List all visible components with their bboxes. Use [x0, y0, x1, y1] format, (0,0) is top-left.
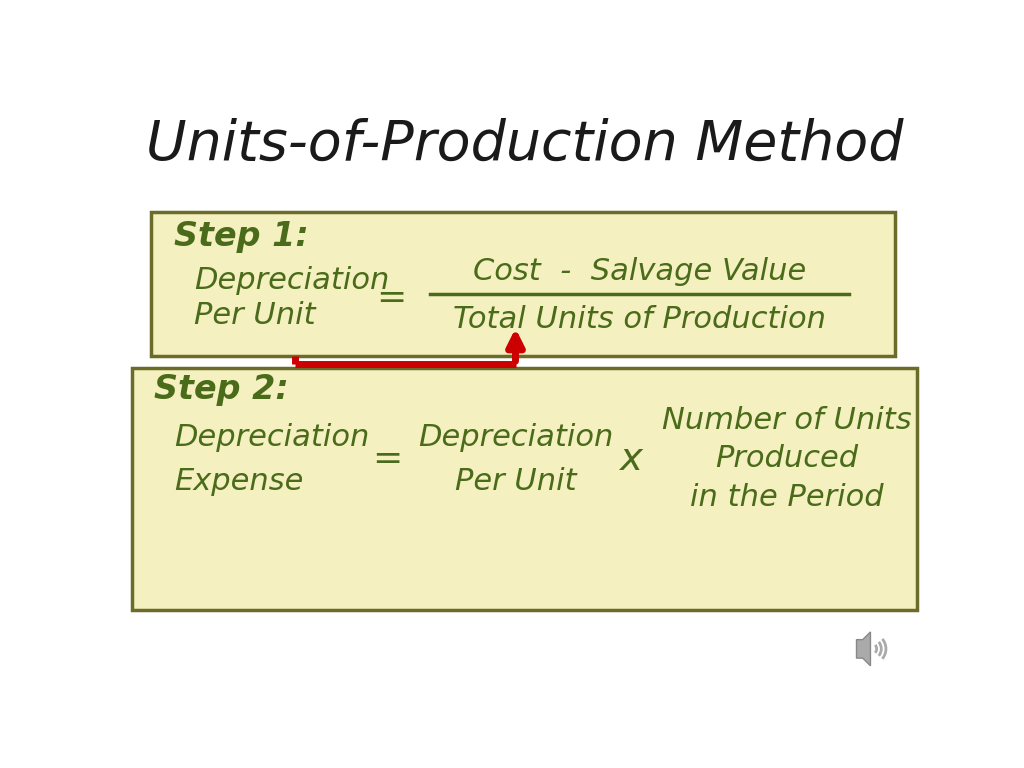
Text: Units-of-Production Method: Units-of-Production Method [146, 118, 903, 171]
Text: in the Period: in the Period [690, 482, 884, 511]
Text: Number of Units: Number of Units [662, 406, 911, 435]
Text: Depreciation: Depreciation [194, 266, 389, 296]
Polygon shape [856, 632, 870, 666]
Text: x: x [621, 439, 643, 478]
Text: =: = [373, 442, 402, 475]
Text: Expense: Expense [174, 467, 304, 496]
Text: Depreciation: Depreciation [418, 422, 613, 452]
Text: Per Unit: Per Unit [194, 301, 315, 330]
Text: Step 1:: Step 1: [174, 220, 309, 253]
Text: Cost  -  Salvage Value: Cost - Salvage Value [473, 257, 806, 286]
Text: Total Units of Production: Total Units of Production [453, 305, 826, 334]
Text: Step 2:: Step 2: [154, 373, 289, 406]
FancyBboxPatch shape [152, 211, 895, 356]
Text: Depreciation: Depreciation [174, 422, 370, 452]
FancyBboxPatch shape [132, 368, 916, 611]
Text: Produced: Produced [715, 444, 858, 473]
Text: =: = [377, 281, 407, 315]
Text: Per Unit: Per Unit [455, 467, 577, 496]
